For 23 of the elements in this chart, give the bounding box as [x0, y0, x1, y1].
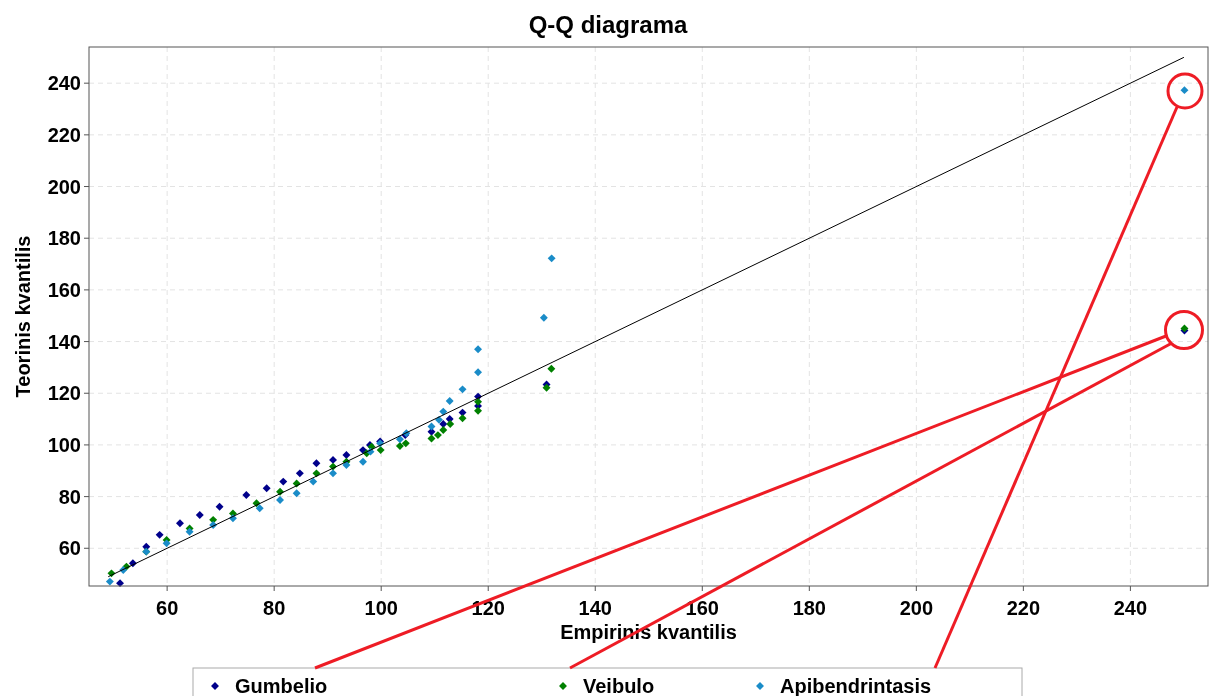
y-axis-title: Teorinis kvantilis: [12, 235, 34, 398]
x-tick-label: 200: [899, 597, 934, 619]
y-tick-label: 240: [47, 72, 81, 95]
x-tick-label: 100: [364, 597, 398, 619]
y-tick-label: 80: [58, 485, 81, 508]
x-tick-label: 120: [471, 597, 505, 619]
legend-label: Gumbelio: [235, 675, 328, 696]
legend-label: Veibulo: [583, 675, 655, 696]
x-tick-label: 60: [156, 597, 179, 619]
x-tick-label: 240: [1113, 597, 1148, 619]
x-tick-label: 80: [263, 597, 286, 619]
x-tick-label: 180: [792, 597, 826, 619]
y-tick-label: 220: [47, 123, 81, 146]
x-tick-label: 140: [578, 597, 612, 619]
y-tick-label: 180: [47, 227, 81, 250]
y-tick-label: 60: [58, 537, 81, 560]
y-tick-label: 200: [47, 175, 81, 198]
chart-title: Q-Q diagrama: [528, 11, 688, 38]
x-tick-label: 220: [1006, 597, 1041, 619]
y-tick-label: 140: [47, 330, 81, 353]
y-tick-label: 160: [47, 278, 81, 301]
y-tick-label: 120: [47, 382, 81, 405]
y-tick-label: 100: [47, 433, 81, 456]
